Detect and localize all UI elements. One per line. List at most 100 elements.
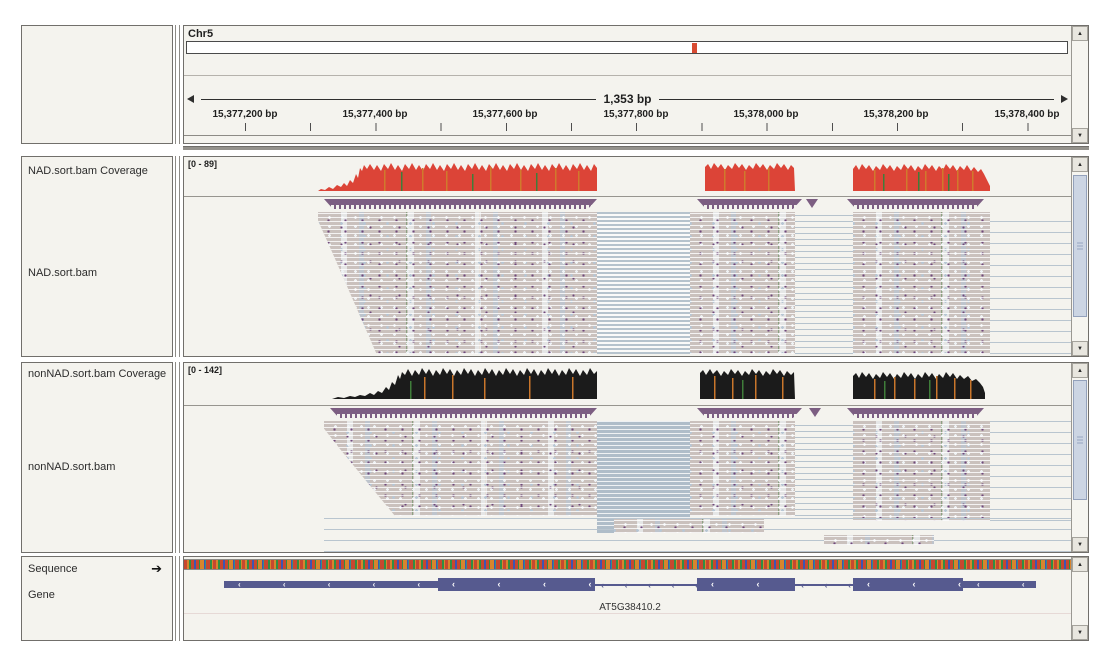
- read-pile: [318, 212, 597, 354]
- nad-track-content[interactable]: [0 - 89]: [184, 157, 1071, 356]
- scroll-up-icon: ▲: [1077, 30, 1083, 37]
- track-label-nad-alignment[interactable]: NAD.sort.bam: [28, 267, 98, 279]
- panel-splitter[interactable]: [175, 25, 180, 144]
- ruler-tick-label: 15,377,800 bp: [603, 109, 669, 120]
- nad-alignment-reads[interactable]: [184, 212, 1071, 354]
- panel-splitter[interactable]: [175, 556, 180, 641]
- scroll-down-icon: ▼: [1077, 132, 1083, 139]
- feature-track-panel: AT5G38410.2 ▲ ▼: [183, 556, 1089, 641]
- scroll-up-icon: ▲: [1077, 367, 1083, 374]
- track-separator: [184, 405, 1071, 406]
- junction-band: [847, 408, 984, 418]
- junction-triangle: [809, 408, 821, 417]
- scroll-down-icon: ▼: [1077, 541, 1083, 548]
- gene-utr: [963, 581, 1036, 588]
- panel-splitter[interactable]: [175, 156, 180, 357]
- junction-band: [847, 199, 984, 209]
- nonnad-left-panel: nonNAD.sort.bam Coverage nonNAD.sort.bam: [21, 362, 173, 553]
- gene-intron: [595, 580, 697, 590]
- read-pile: [853, 212, 990, 354]
- locator-bottom-strip: [184, 135, 1071, 141]
- read-tails: [990, 421, 1071, 521]
- scroll-up-button[interactable]: ▲: [1072, 557, 1088, 572]
- read-pile: [690, 212, 795, 354]
- nonnad-track-panel: [0 - 142]: [183, 362, 1089, 553]
- nad-track-panel: [0 - 89]: [183, 156, 1089, 357]
- gene-intron: [795, 580, 853, 590]
- track-separator: [184, 613, 1071, 614]
- vertical-scrollbar[interactable]: ▲ ▼: [1071, 26, 1088, 143]
- nad-left-panel: NAD.sort.bam Coverage NAD.sort.bam: [21, 156, 173, 357]
- scroll-down-button[interactable]: ▼: [1072, 128, 1088, 143]
- feature-left-panel: Sequence ➔ Gene: [21, 556, 173, 641]
- ruler-tick-label: 15,377,400 bp: [342, 109, 408, 120]
- panel-splitter[interactable]: [175, 362, 180, 553]
- spliced-gap: [597, 212, 690, 354]
- gene-name-label: AT5G38410.2: [599, 602, 661, 613]
- spliced-gap: [597, 421, 690, 533]
- scroll-up-icon: ▲: [1077, 561, 1083, 568]
- nonnad-track-content[interactable]: [0 - 142]: [184, 363, 1071, 552]
- scrollbar-track[interactable]: [1072, 572, 1088, 625]
- scroll-down-icon: ▼: [1077, 345, 1083, 352]
- gene-exon: [438, 578, 595, 591]
- locator-left-panel: [21, 25, 173, 144]
- track-label-nonnad-coverage[interactable]: nonNAD.sort.bam Coverage: [28, 368, 167, 380]
- scrollbar-thumb[interactable]: [1073, 175, 1087, 317]
- track-label-sequence[interactable]: Sequence: [28, 563, 78, 575]
- scroll-down-button[interactable]: ▼: [1072, 625, 1088, 640]
- ruler-tick-label: 15,378,200 bp: [863, 109, 929, 120]
- gene-exon: [853, 578, 963, 591]
- gene-exon: [697, 578, 795, 591]
- junction-triangle: [806, 199, 818, 208]
- read-pile: [853, 421, 990, 521]
- nad-junction-row[interactable]: [184, 199, 1071, 210]
- nonnad-coverage-histogram[interactable]: [184, 367, 1071, 399]
- read-pile: [690, 421, 795, 516]
- scroll-up-icon: ▲: [1077, 161, 1083, 168]
- scroll-up-button[interactable]: ▲: [1072, 363, 1088, 378]
- span-indicator: 1,353 bp: [187, 92, 1068, 106]
- scroll-down-icon: ▼: [1077, 629, 1083, 636]
- span-right-arrow-icon: [1061, 95, 1068, 103]
- read-tails: [990, 212, 1071, 354]
- track-separator: [184, 196, 1071, 197]
- sequence-track[interactable]: [184, 559, 1071, 570]
- scroll-down-button[interactable]: ▼: [1072, 341, 1088, 356]
- span-length-label: 1,353 bp: [603, 92, 652, 106]
- ruler-tick-label: 15,377,200 bp: [212, 109, 278, 120]
- vertical-scrollbar[interactable]: ▲ ▼: [1071, 363, 1088, 552]
- track-label-nad-coverage[interactable]: NAD.sort.bam Coverage: [28, 165, 148, 177]
- scrollbar-track[interactable]: [1072, 41, 1088, 128]
- chromosome-ideogram[interactable]: [186, 41, 1068, 54]
- scrollbar-track[interactable]: [1072, 172, 1088, 341]
- track-label-nonnad-alignment[interactable]: nonNAD.sort.bam: [28, 461, 116, 473]
- read-fragment: [614, 519, 764, 533]
- gene-model[interactable]: [184, 577, 1071, 595]
- scroll-down-button[interactable]: ▼: [1072, 537, 1088, 552]
- nad-coverage-histogram[interactable]: [184, 162, 1071, 191]
- track-label-gene[interactable]: Gene: [28, 589, 55, 601]
- span-left-arrow-icon: [187, 95, 194, 103]
- chromosome-label: Chr5: [188, 28, 214, 40]
- nonnad-alignment-reads[interactable]: [184, 421, 1071, 552]
- ruler-tick-label: 15,377,600 bp: [472, 109, 538, 120]
- feature-track-content[interactable]: AT5G38410.2: [184, 557, 1071, 640]
- ruler-minor-ticks: [245, 123, 1030, 131]
- read-pile: [324, 421, 597, 516]
- vertical-scrollbar[interactable]: ▲ ▼: [1071, 557, 1088, 640]
- coverage-range-label: [0 - 89]: [188, 159, 218, 169]
- scroll-up-button[interactable]: ▲: [1072, 26, 1088, 41]
- junction-band: [697, 199, 802, 209]
- vertical-scrollbar[interactable]: ▲ ▼: [1071, 157, 1088, 356]
- sequence-strand-arrow-icon[interactable]: ➔: [151, 561, 162, 576]
- locator-content[interactable]: Chr5 1,353 bp 15,377,200 bp 15,377,400 b…: [184, 26, 1071, 143]
- divider-line: [184, 75, 1071, 76]
- locator-panel: Chr5 1,353 bp 15,377,200 bp 15,377,400 b…: [183, 25, 1089, 144]
- scroll-up-button[interactable]: ▲: [1072, 157, 1088, 172]
- scrollbar-track[interactable]: [1072, 378, 1088, 537]
- nonnad-junction-row[interactable]: [184, 408, 1071, 419]
- scrollbar-thumb[interactable]: [1073, 380, 1087, 500]
- coverage-range-label: [0 - 142]: [188, 365, 223, 375]
